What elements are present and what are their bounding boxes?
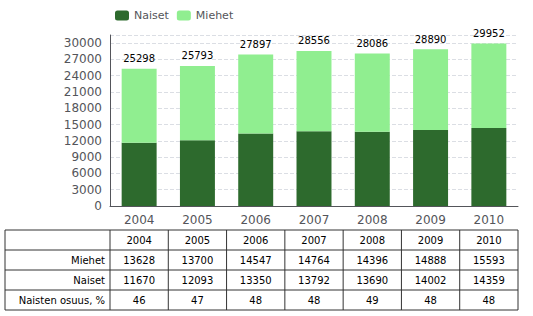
svg-text:14888: 14888	[415, 255, 447, 266]
svg-text:13792: 13792	[298, 275, 330, 286]
svg-text:13628: 13628	[123, 255, 155, 266]
svg-text:48: 48	[424, 295, 437, 306]
svg-text:2007: 2007	[299, 213, 330, 227]
svg-text:48: 48	[249, 295, 262, 306]
svg-text:18000: 18000	[64, 101, 102, 115]
svg-text:25298: 25298	[123, 53, 155, 64]
svg-text:28890: 28890	[415, 34, 447, 45]
svg-text:14359: 14359	[473, 275, 505, 286]
svg-text:12000: 12000	[64, 134, 102, 148]
svg-text:13700: 13700	[182, 255, 214, 266]
svg-text:49: 49	[366, 295, 379, 306]
svg-text:2008: 2008	[357, 213, 388, 227]
svg-text:2009: 2009	[418, 235, 443, 246]
svg-text:Miehet: Miehet	[71, 255, 105, 266]
svg-text:2007: 2007	[301, 235, 326, 246]
svg-text:24000: 24000	[64, 69, 102, 83]
svg-text:2010: 2010	[476, 235, 501, 246]
svg-text:11670: 11670	[123, 275, 155, 286]
svg-text:14764: 14764	[298, 255, 330, 266]
svg-text:2005: 2005	[185, 235, 210, 246]
svg-text:6000: 6000	[71, 166, 102, 180]
svg-text:0: 0	[94, 199, 102, 213]
svg-text:3000: 3000	[71, 183, 102, 197]
svg-text:Miehet: Miehet	[196, 9, 234, 22]
svg-text:2004: 2004	[126, 235, 151, 246]
svg-text:28086: 28086	[356, 38, 388, 49]
svg-text:13690: 13690	[356, 275, 388, 286]
svg-text:15593: 15593	[473, 255, 505, 266]
svg-text:27897: 27897	[240, 39, 272, 50]
svg-text:2006: 2006	[243, 235, 268, 246]
svg-text:9000: 9000	[71, 150, 102, 164]
svg-text:27000: 27000	[64, 52, 102, 66]
svg-text:14547: 14547	[240, 255, 272, 266]
svg-text:Naisten osuus, %: Naisten osuus, %	[19, 295, 105, 306]
svg-text:46: 46	[133, 295, 146, 306]
svg-text:47: 47	[191, 295, 204, 306]
svg-text:2005: 2005	[182, 213, 213, 227]
svg-text:21000: 21000	[64, 85, 102, 99]
svg-text:2008: 2008	[360, 235, 385, 246]
svg-text:29952: 29952	[473, 28, 505, 39]
svg-text:15000: 15000	[64, 118, 102, 132]
svg-text:12093: 12093	[182, 275, 214, 286]
svg-text:14002: 14002	[415, 275, 447, 286]
svg-text:Naiset: Naiset	[73, 275, 105, 286]
svg-text:25793: 25793	[182, 50, 214, 61]
svg-text:2004: 2004	[124, 213, 155, 227]
svg-text:13350: 13350	[240, 275, 272, 286]
svg-text:2006: 2006	[240, 213, 271, 227]
svg-text:30000: 30000	[64, 36, 102, 50]
svg-text:Naiset: Naiset	[134, 9, 170, 22]
svg-text:14396: 14396	[356, 255, 388, 266]
svg-text:2010: 2010	[474, 213, 505, 227]
svg-text:2009: 2009	[415, 213, 446, 227]
svg-text:28556: 28556	[298, 35, 330, 46]
svg-text:48: 48	[482, 295, 495, 306]
svg-text:48: 48	[308, 295, 321, 306]
